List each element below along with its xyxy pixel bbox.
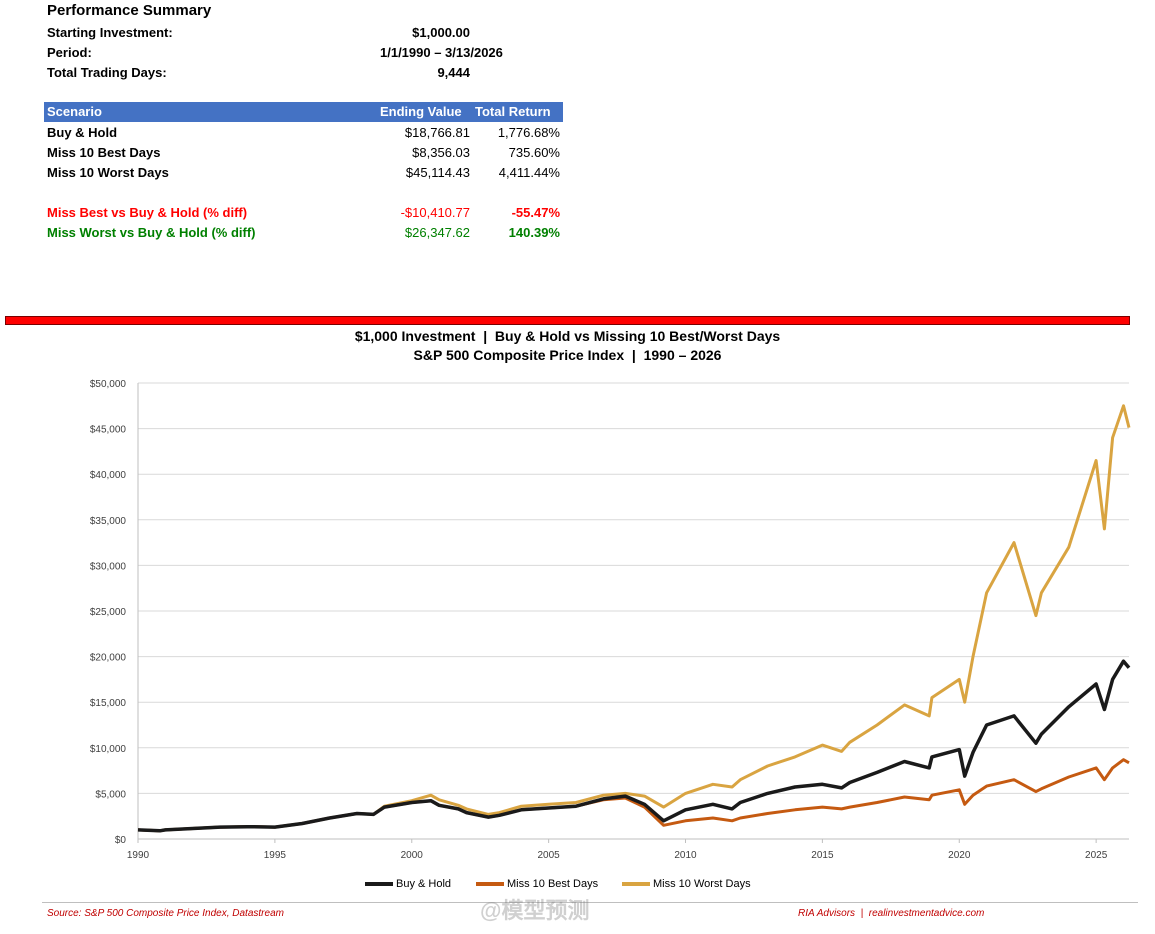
series-line-buy-hold (137, 659, 1131, 833)
row-scenario: Buy & Hold (47, 125, 118, 140)
legend-item-miss-worst: Miss 10 Worst Days (622, 878, 751, 890)
row-ending: $45,114.43 (405, 165, 470, 180)
diff-best-label: Miss Best vs Buy & Hold (% diff) (47, 205, 248, 220)
source-note: Source: S&P 500 Composite Price Index, D… (47, 908, 284, 919)
y-tick-label: $30,000 (90, 561, 127, 572)
x-tick-label: 2000 (401, 850, 424, 861)
x-tick-label: 1995 (264, 850, 287, 861)
period-label: Period: (47, 45, 92, 60)
y-tick-label: $40,000 (90, 470, 127, 481)
x-tick-label: 2005 (538, 850, 561, 861)
legend-label: Miss 10 Worst Days (653, 878, 751, 890)
footer-divider (42, 902, 1138, 903)
watermark: @模型预测 (480, 898, 590, 923)
y-tick-label: $50,000 (90, 379, 127, 390)
diff-best-pct: -55.47% (511, 205, 560, 220)
y-tick-label: $15,000 (90, 698, 127, 709)
header-ending-value: Ending Value (380, 104, 462, 119)
row-return: 1,776.68% (497, 125, 560, 140)
red-divider-bar (5, 316, 1130, 325)
trading-days-label: Total Trading Days: (47, 65, 167, 80)
diff-worst-pct: 140.39% (508, 225, 560, 240)
y-tick-label: $20,000 (90, 653, 127, 664)
legend-item-miss-best: Miss 10 Best Days (476, 878, 598, 890)
diff-best-value: -$10,410.77 (400, 205, 470, 220)
header-total-return: Total Return (475, 104, 551, 119)
x-tick-label: 2025 (1085, 850, 1108, 861)
series-line-miss-10-worst-days (137, 404, 1131, 833)
table-header: Scenario Ending Value Total Return (44, 102, 563, 122)
legend-label: Buy & Hold (396, 878, 452, 890)
summary-title: Performance Summary (47, 2, 212, 19)
x-tick-label: 2010 (674, 850, 697, 861)
row-return: 735.60% (508, 145, 560, 160)
header-scenario: Scenario (47, 104, 102, 119)
y-tick-label: $5,000 (95, 789, 126, 800)
legend-swatch (622, 882, 650, 886)
chart-subtitle: S&P 500 Composite Price Index | 1990 – 2… (413, 347, 722, 363)
diff-worst-label: Miss Worst vs Buy & Hold (% diff) (47, 225, 256, 240)
y-tick-label: $25,000 (90, 607, 127, 618)
y-tick-label: $35,000 (90, 516, 127, 527)
y-tick-label: $0 (115, 835, 127, 846)
y-tick-label: $45,000 (90, 425, 127, 436)
row-ending: $18,766.81 (404, 125, 470, 140)
x-tick-label: 1990 (127, 850, 150, 861)
credit-note: RIA Advisors | realinvestmentadvice.com (798, 908, 985, 919)
row-return: 4,411.44% (498, 165, 560, 180)
legend-swatch (476, 882, 504, 886)
chart-title: $1,000 Investment | Buy & Hold vs Missin… (354, 328, 781, 344)
x-tick-label: 2020 (948, 850, 971, 861)
row-scenario: Miss 10 Best Days (47, 145, 161, 160)
legend-item-buy-hold: Buy & Hold (365, 878, 451, 890)
row-ending: $8,356.03 (412, 145, 470, 160)
diff-worst-value: $26,347.62 (404, 225, 470, 240)
legend-label: Miss 10 Best Days (507, 878, 599, 890)
row-scenario: Miss 10 Worst Days (47, 165, 169, 180)
starting-investment-label: Starting Investment: (47, 25, 173, 40)
period-value: 1/1/1990 – 3/13/2026 (380, 45, 503, 60)
starting-investment-value: $1,000.00 (412, 25, 470, 40)
legend-swatch (365, 882, 393, 886)
trading-days-value: 9,444 (437, 65, 470, 80)
y-tick-label: $10,000 (90, 744, 127, 755)
x-tick-label: 2015 (811, 850, 834, 861)
